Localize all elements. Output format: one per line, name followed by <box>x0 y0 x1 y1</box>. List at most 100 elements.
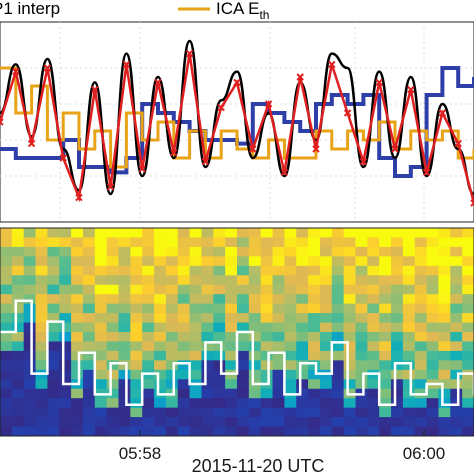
heatmap-cell <box>71 237 84 248</box>
heatmap-cell <box>177 303 191 314</box>
heatmap-cell <box>142 313 155 324</box>
heatmap-cell <box>165 275 179 286</box>
red-marker <box>280 168 289 177</box>
heatmap-cell <box>308 294 321 305</box>
heatmap-cell <box>94 275 108 286</box>
heatmap-cell <box>343 426 356 437</box>
heatmap-cell <box>165 417 179 428</box>
heatmap-cell <box>0 228 13 238</box>
heatmap-cell <box>177 284 191 295</box>
heatmap-cell <box>71 426 84 437</box>
heatmap-cell <box>319 407 333 418</box>
heatmap-cell <box>130 294 143 305</box>
heatmap-cell <box>47 398 60 409</box>
heatmap-cell <box>296 322 309 333</box>
heatmap-cell <box>402 332 416 342</box>
heatmap-cell <box>154 294 167 305</box>
heatmap-cell <box>379 398 392 409</box>
heatmap-cell <box>343 398 356 409</box>
heatmap-cell <box>82 398 96 409</box>
heatmap-cell <box>272 322 285 333</box>
heatmap-cell <box>355 284 368 295</box>
heatmap-cell <box>225 284 238 295</box>
heatmap-cell <box>284 407 297 418</box>
heatmap-cell <box>106 237 119 248</box>
heatmap-cell <box>225 237 238 248</box>
heatmap-cell <box>296 417 309 428</box>
heatmap-cell <box>106 265 119 276</box>
heatmap-cell <box>426 237 439 248</box>
heatmap-cell <box>201 228 214 238</box>
heatmap-cell <box>237 303 250 314</box>
heatmap-cell <box>379 388 392 399</box>
heatmap-cell <box>165 256 179 267</box>
heatmap-cell <box>118 341 131 352</box>
heatmap-cell <box>367 275 380 286</box>
heatmap-cell <box>367 426 380 437</box>
heatmap-cell <box>82 332 96 342</box>
heatmap-cell <box>35 332 48 342</box>
heatmap-cell <box>237 265 250 276</box>
heatmap-cell <box>237 256 250 267</box>
heatmap-cell <box>414 369 428 380</box>
heatmap-cell <box>177 369 191 380</box>
heatmap-cell <box>142 228 155 238</box>
heatmap-cell <box>355 256 368 267</box>
heatmap-cell <box>47 417 60 428</box>
heatmap-cell <box>402 341 416 352</box>
heatmap-cell <box>260 246 274 257</box>
heatmap-cell <box>284 341 297 352</box>
heatmap-cell <box>391 237 404 248</box>
heatmap-cell <box>391 256 404 267</box>
heatmap-cell <box>0 246 13 257</box>
heatmap-cell <box>402 313 416 324</box>
heatmap-cell <box>438 294 451 305</box>
red-marker <box>170 148 178 157</box>
heatmap-cell <box>94 417 108 428</box>
heatmap-cell <box>94 379 108 390</box>
heatmap-cell <box>142 237 155 248</box>
heatmap-cell <box>296 228 309 238</box>
heatmap-cell <box>343 303 356 314</box>
heatmap-cell <box>201 237 214 248</box>
heatmap-cell <box>438 237 451 248</box>
heatmap-cell <box>213 246 226 257</box>
heatmap-cell <box>71 275 84 286</box>
heatmap-cell <box>260 256 274 267</box>
heatmap-cell <box>165 246 179 257</box>
heatmap-cell <box>47 322 60 333</box>
heatmap-cell <box>94 246 108 257</box>
heatmap-cell <box>47 265 60 276</box>
heatmap-cell <box>201 417 214 428</box>
heatmap-cell <box>355 407 368 418</box>
heatmap-cell <box>154 426 167 437</box>
heatmap-cell <box>189 275 202 286</box>
heatmap-cell <box>11 237 25 248</box>
heatmap-cell <box>391 350 404 361</box>
heatmap-cell <box>402 237 416 248</box>
heatmap-cell <box>11 369 25 380</box>
heatmap-cell <box>414 228 428 238</box>
heatmap-cell <box>201 407 214 418</box>
heatmap-cell <box>462 228 474 238</box>
heatmap-cell <box>47 228 60 238</box>
heatmap-cell <box>189 265 202 276</box>
heatmap-cell <box>402 407 416 418</box>
heatmap-cell <box>165 407 179 418</box>
heatmap-cell <box>414 426 428 437</box>
heatmap-cell <box>118 398 131 409</box>
heatmap-cell <box>367 228 380 238</box>
heatmap-cell <box>201 369 214 380</box>
heatmap-cell <box>260 360 274 371</box>
heatmap-cell <box>118 369 131 380</box>
heatmap-cell <box>414 332 428 342</box>
heatmap-cell <box>272 417 285 428</box>
lower-x-ticks <box>139 430 425 436</box>
heatmap-cell <box>414 246 428 257</box>
heatmap-cell <box>296 246 309 257</box>
heatmap-cell <box>142 246 155 257</box>
heatmap-cell <box>130 237 143 248</box>
heatmap-cell <box>177 417 191 428</box>
heatmap-cell <box>82 388 96 399</box>
heatmap-cell <box>450 398 463 409</box>
